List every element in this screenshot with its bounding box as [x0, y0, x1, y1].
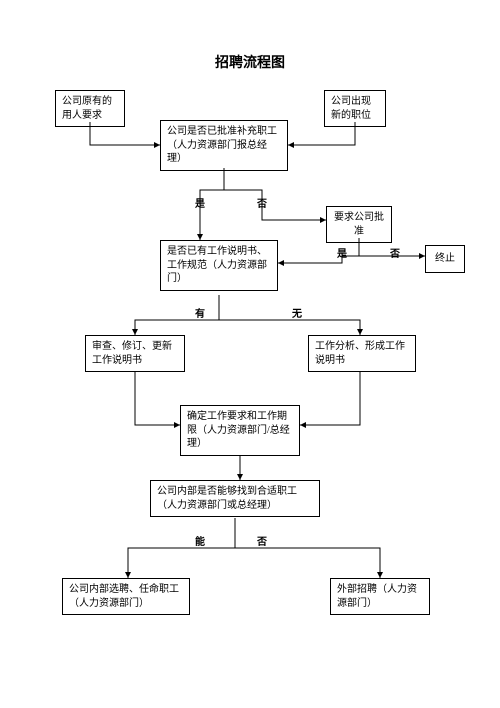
node-ask-approval: 要求公司批准 — [326, 206, 392, 243]
node-internal-avail: 公司内部是否能够找到合适职工（人力资源部门或总经理） — [150, 480, 320, 517]
node-define-req: 确定工作要求和工作期限（人力资源部门/总经理） — [180, 405, 300, 456]
node-create-jobspec: 工作分析、形成工作说明书 — [308, 335, 416, 372]
node-existing-req: 公司原有的用人要求 — [55, 90, 125, 127]
node-external-recruit: 外部招聘（人力资源部门） — [330, 578, 430, 615]
flowchart: 招聘流程图 公司原有的用人要求 公司出现新的职位 公司是否已批准补充职工（人力资… — [0, 0, 500, 708]
edge-label-no1: 否 — [255, 195, 269, 210]
edge-label-has: 有 — [193, 305, 207, 320]
edge-label-none: 无 — [290, 305, 304, 320]
node-approved-hire: 公司是否已批准补充职工（人力资源部门报总经理） — [160, 120, 288, 171]
page-title: 招聘流程图 — [0, 52, 500, 72]
node-has-jobspec: 是否已有工作说明书、工作规范（人力资源部门） — [160, 240, 278, 291]
edge-label-yes1: 是 — [193, 195, 207, 210]
edge-label-cant: 否 — [255, 533, 269, 548]
edge-label-no2: 否 — [388, 245, 402, 260]
node-terminate: 终止 — [425, 245, 465, 273]
node-new-position: 公司出现新的职位 — [324, 90, 386, 127]
node-revise-jobspec: 审查、修订、更新工作说明书 — [85, 335, 185, 372]
node-internal-select: 公司内部选聘、任命职工（人力资源部门） — [62, 578, 190, 615]
edge-label-yes2: 是 — [335, 245, 349, 260]
edge-label-can: 能 — [193, 533, 207, 548]
